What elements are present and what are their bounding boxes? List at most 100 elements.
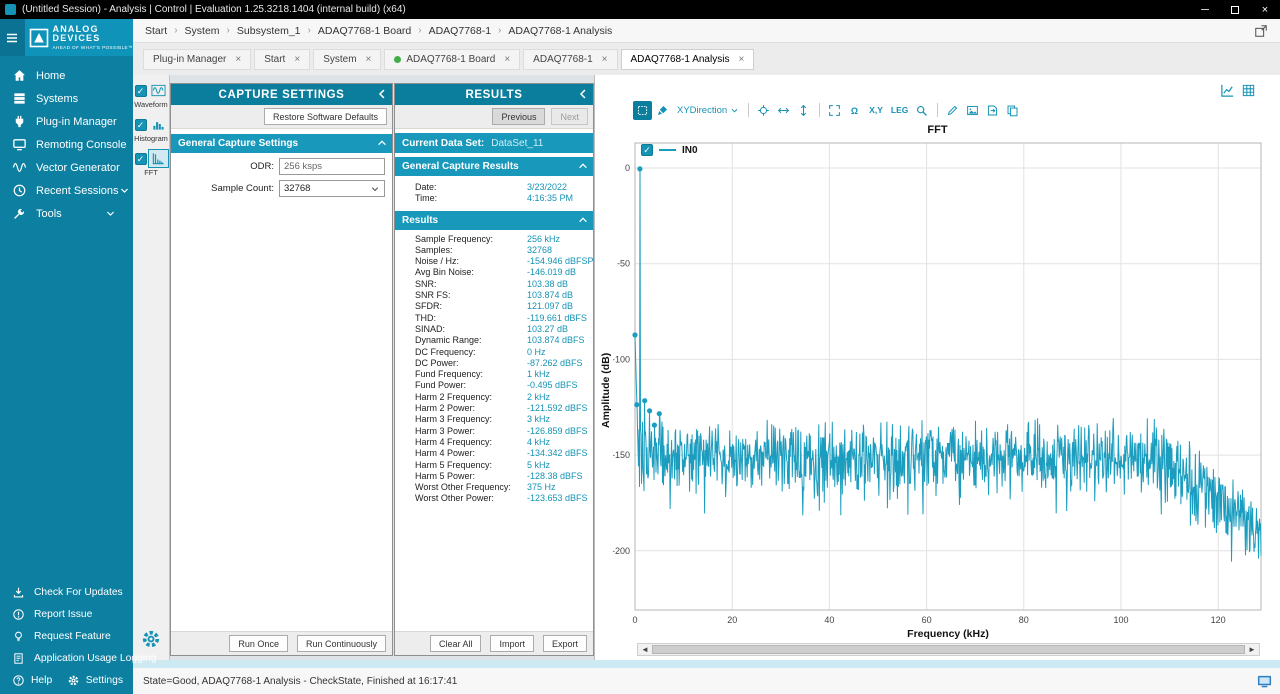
close-icon[interactable]: × [235, 54, 241, 65]
result-row: Avg Bin Noise:-146.019 dB [395, 267, 593, 278]
breadcrumb-item-adaq7768-1-board[interactable]: ADAQ7768-1 Board [318, 25, 411, 37]
toolbar-copy-icon-button[interactable] [1003, 101, 1022, 120]
horizontal-scrollbar[interactable]: ◄ ► [637, 643, 1260, 656]
sidebar-item-application-usage-logging[interactable]: Application Usage Logging [0, 647, 133, 669]
sample-count-select[interactable]: 32768 [279, 180, 385, 197]
sidebar-item-help[interactable]: Help [12, 674, 52, 687]
pencil-icon [946, 104, 959, 117]
export-button[interactable]: Export [543, 635, 587, 652]
hamburger-menu-button[interactable] [0, 19, 25, 56]
close-icon[interactable]: × [504, 54, 510, 65]
sidebar-item-systems[interactable]: Systems [0, 87, 133, 110]
sidebar-item-recent-sessions[interactable]: Recent Sessions [0, 179, 133, 202]
results-section[interactable]: Results [395, 211, 593, 230]
breadcrumb-separator: › [227, 25, 230, 36]
general-capture-settings-section[interactable]: General Capture Settings [171, 134, 392, 153]
restore-defaults-button[interactable]: Restore Software Defaults [264, 108, 387, 125]
close-icon[interactable]: × [294, 54, 300, 65]
collapse-panel-icon[interactable] [375, 87, 389, 101]
marker-harm-3 [647, 408, 652, 413]
clear-all-button[interactable]: Clear All [430, 635, 482, 652]
next-button[interactable]: Next [551, 108, 588, 125]
toolbar-export-icon-button[interactable] [983, 101, 1002, 120]
result-value: 103.874 dBFS [527, 335, 585, 346]
sidebar-item-home[interactable]: Home [0, 64, 133, 87]
current-data-set-label: Current Data Set: [402, 138, 484, 149]
breadcrumb-item-adaq7768-1-analysis[interactable]: ADAQ7768-1 Analysis [508, 25, 612, 37]
toolbar-leg-button[interactable]: LEG [887, 105, 912, 115]
toolbar-crosshair-icon-button[interactable] [754, 101, 773, 120]
capture-settings-panel: CAPTURE SETTINGS Restore Software Defaul… [170, 83, 393, 656]
odr-input[interactable] [279, 158, 385, 175]
sidebar-item-request-feature[interactable]: Request Feature [0, 625, 133, 647]
sidebar-item-tools[interactable]: Tools [0, 202, 133, 225]
breadcrumb-item-subsystem-1[interactable]: Subsystem_1 [237, 25, 301, 37]
chevron-down-icon [730, 106, 739, 115]
sidebar-item-settings[interactable]: Settings [67, 674, 123, 687]
tab-system[interactable]: System× [313, 49, 381, 70]
grid-icon[interactable] [1241, 83, 1256, 98]
run-continuously-button[interactable]: Run Continuously [297, 635, 386, 652]
breadcrumb-item-adaq7768-1[interactable]: ADAQ7768-1 [429, 25, 491, 37]
tab-adaq7768-1[interactable]: ADAQ7768-1× [523, 49, 617, 70]
svg-text:Frequency (kHz): Frequency (kHz) [907, 628, 989, 640]
sidebar-item-plug-in-manager[interactable]: Plug-in Manager [0, 110, 133, 133]
previous-button[interactable]: Previous [492, 108, 545, 125]
view-checkbox-checked[interactable]: ✓ [135, 85, 147, 97]
result-label: DC Frequency: [415, 347, 527, 358]
toolbar-brush-icon-button[interactable] [653, 101, 672, 120]
breadcrumb-item-system[interactable]: System [185, 25, 220, 37]
view-histogram[interactable]: ✓Histogram [134, 116, 168, 143]
toolbar-expand-icon-button[interactable] [825, 101, 844, 120]
toolbar-pencil-icon-button[interactable] [943, 101, 962, 120]
close-icon[interactable]: × [602, 54, 608, 65]
sidebar-item-vector-generator[interactable]: Vector Generator [0, 156, 133, 179]
sidebar-item-remoting-console[interactable]: Remoting Console [0, 133, 133, 156]
toolbar-x-y-button[interactable]: X,Y [865, 105, 887, 115]
result-value: 2 kHz [527, 392, 550, 403]
toolbar-v-arrows-icon-button[interactable] [794, 101, 813, 120]
chart-mini-icon[interactable] [1220, 83, 1235, 98]
general-capture-results-section[interactable]: General Capture Results [395, 157, 593, 176]
scroll-right-arrow[interactable]: ► [1245, 644, 1259, 655]
close-button[interactable]: × [1250, 0, 1280, 19]
close-icon[interactable]: × [366, 54, 372, 65]
maximize-button[interactable] [1220, 0, 1250, 19]
view-checkbox-checked[interactable]: ✓ [135, 119, 147, 131]
import-button[interactable]: Import [490, 635, 534, 652]
toolbar-zoom-icon-button[interactable] [912, 101, 931, 120]
toolbar-image-icon-button[interactable] [963, 101, 982, 120]
view-checkbox-checked[interactable]: ✓ [135, 153, 147, 165]
sidebar-item-check-for-updates[interactable]: Check For Updates [0, 581, 133, 603]
svg-text:20: 20 [727, 615, 737, 625]
toolbar-omega-icon-button[interactable]: Ω [845, 101, 864, 120]
tab-adaq7768-1-analysis[interactable]: ADAQ7768-1 Analysis× [621, 49, 755, 70]
analysis-settings-gear-icon[interactable] [140, 628, 162, 650]
view-fft[interactable]: ✓FFT [134, 150, 168, 177]
scrollbar-thumb[interactable] [652, 645, 1245, 654]
view-waveform[interactable]: ✓Waveform [134, 82, 168, 109]
chevron-down-icon [370, 184, 380, 194]
tab-adaq7768-1-board[interactable]: ADAQ7768-1 Board× [384, 49, 520, 70]
result-label: Worst Other Frequency: [415, 482, 527, 493]
toolbar-box-select-icon-button[interactable] [633, 101, 652, 120]
display-icon[interactable] [1257, 674, 1272, 689]
chevron-up-icon [577, 160, 589, 172]
collapse-panel-icon[interactable] [576, 87, 590, 101]
bottom-accent-strip [133, 660, 1280, 668]
close-icon[interactable]: × [738, 54, 744, 65]
run-once-button[interactable]: Run Once [229, 635, 288, 652]
tab-plug-in-manager[interactable]: Plug-in Manager× [143, 49, 251, 70]
breadcrumb-item-start[interactable]: Start [145, 25, 167, 37]
toolbar-h-arrows-icon-button[interactable] [774, 101, 793, 120]
sidebar-item-report-issue[interactable]: Report Issue [0, 603, 133, 625]
breadcrumb-separator: › [418, 25, 421, 36]
scroll-left-arrow[interactable]: ◄ [638, 644, 652, 655]
tab-start[interactable]: Start× [254, 49, 310, 70]
xy-direction-dropdown[interactable]: XYDirection [673, 105, 743, 116]
sidebar-item-label: Request Feature [34, 631, 111, 642]
sidebar-item-label: Recent Sessions [36, 185, 119, 197]
fft-plot[interactable]: 0-50-100-150-200020406080100120Frequency… [613, 133, 1273, 641]
minimize-button[interactable]: ─ [1190, 0, 1220, 19]
open-panel-icon[interactable] [1254, 24, 1268, 38]
